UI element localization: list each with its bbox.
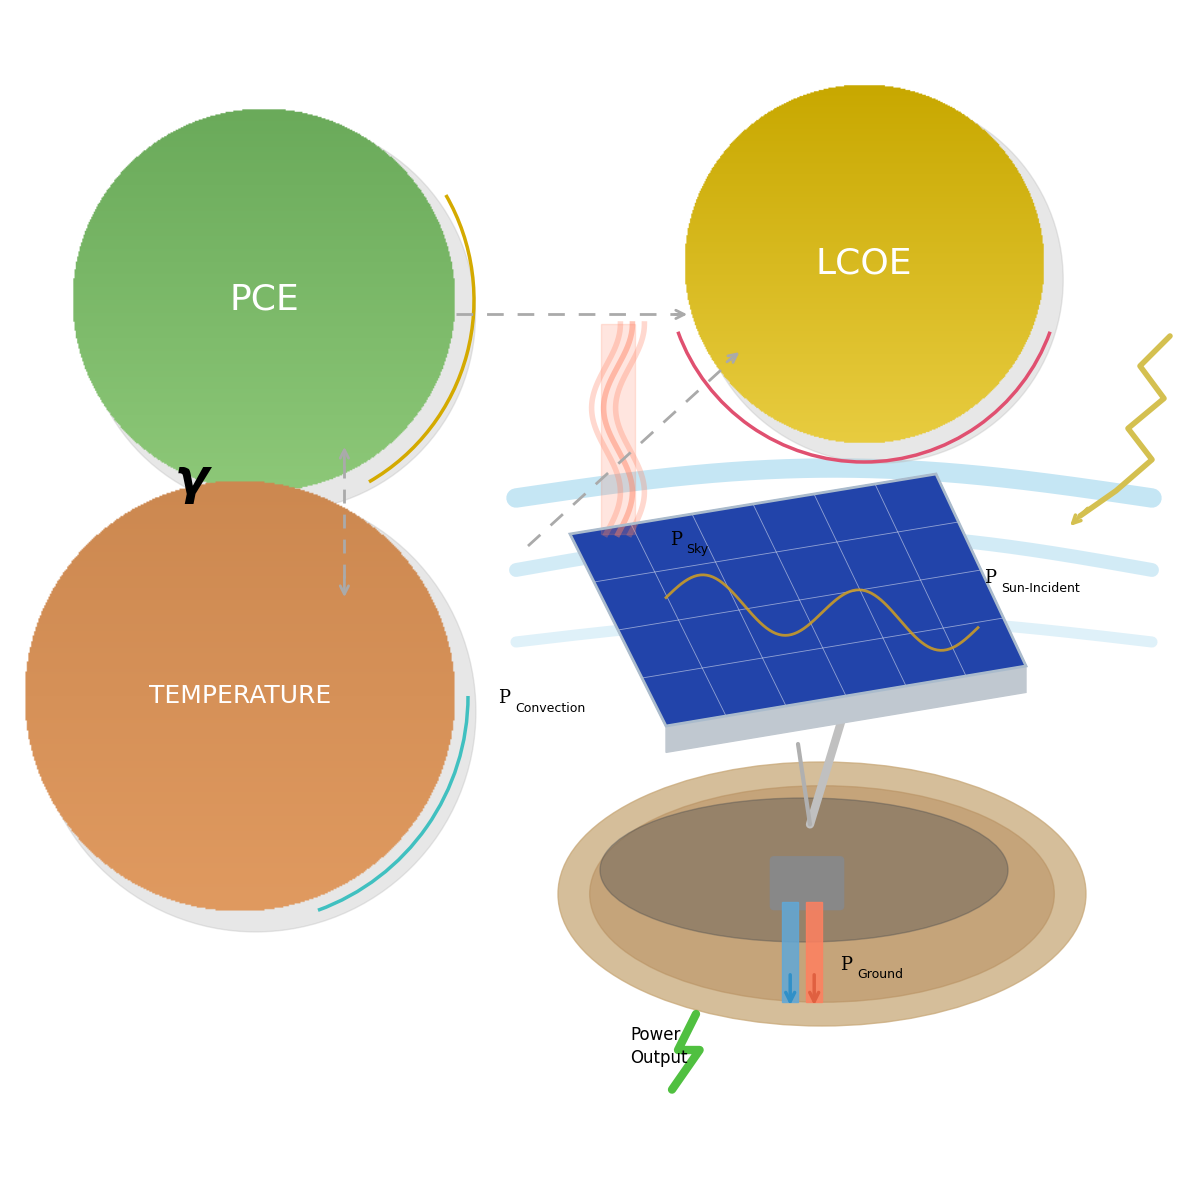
- Text: LCOE: LCOE: [816, 247, 912, 281]
- Circle shape: [696, 96, 1063, 463]
- Text: P: P: [498, 689, 510, 708]
- Polygon shape: [570, 474, 1026, 726]
- Polygon shape: [806, 902, 822, 1002]
- Text: Convection: Convection: [515, 702, 586, 714]
- Text: TEMPERATURE: TEMPERATURE: [149, 684, 331, 708]
- FancyBboxPatch shape: [770, 857, 844, 910]
- Ellipse shape: [600, 798, 1008, 942]
- Polygon shape: [601, 324, 635, 534]
- Circle shape: [35, 491, 476, 932]
- Circle shape: [84, 120, 475, 511]
- Text: Sun-Incident: Sun-Incident: [1001, 582, 1080, 594]
- Text: P: P: [670, 530, 682, 550]
- Text: Sky: Sky: [686, 544, 708, 556]
- Text: Ground: Ground: [857, 968, 902, 980]
- Text: Power
Output: Power Output: [630, 1026, 688, 1067]
- Polygon shape: [782, 902, 798, 1002]
- Text: P: P: [984, 569, 996, 587]
- Polygon shape: [666, 666, 1026, 752]
- Ellipse shape: [589, 786, 1055, 1002]
- Ellipse shape: [558, 762, 1086, 1026]
- Text: PCE: PCE: [229, 283, 299, 317]
- Text: P: P: [840, 955, 852, 974]
- Text: γ: γ: [175, 456, 209, 504]
